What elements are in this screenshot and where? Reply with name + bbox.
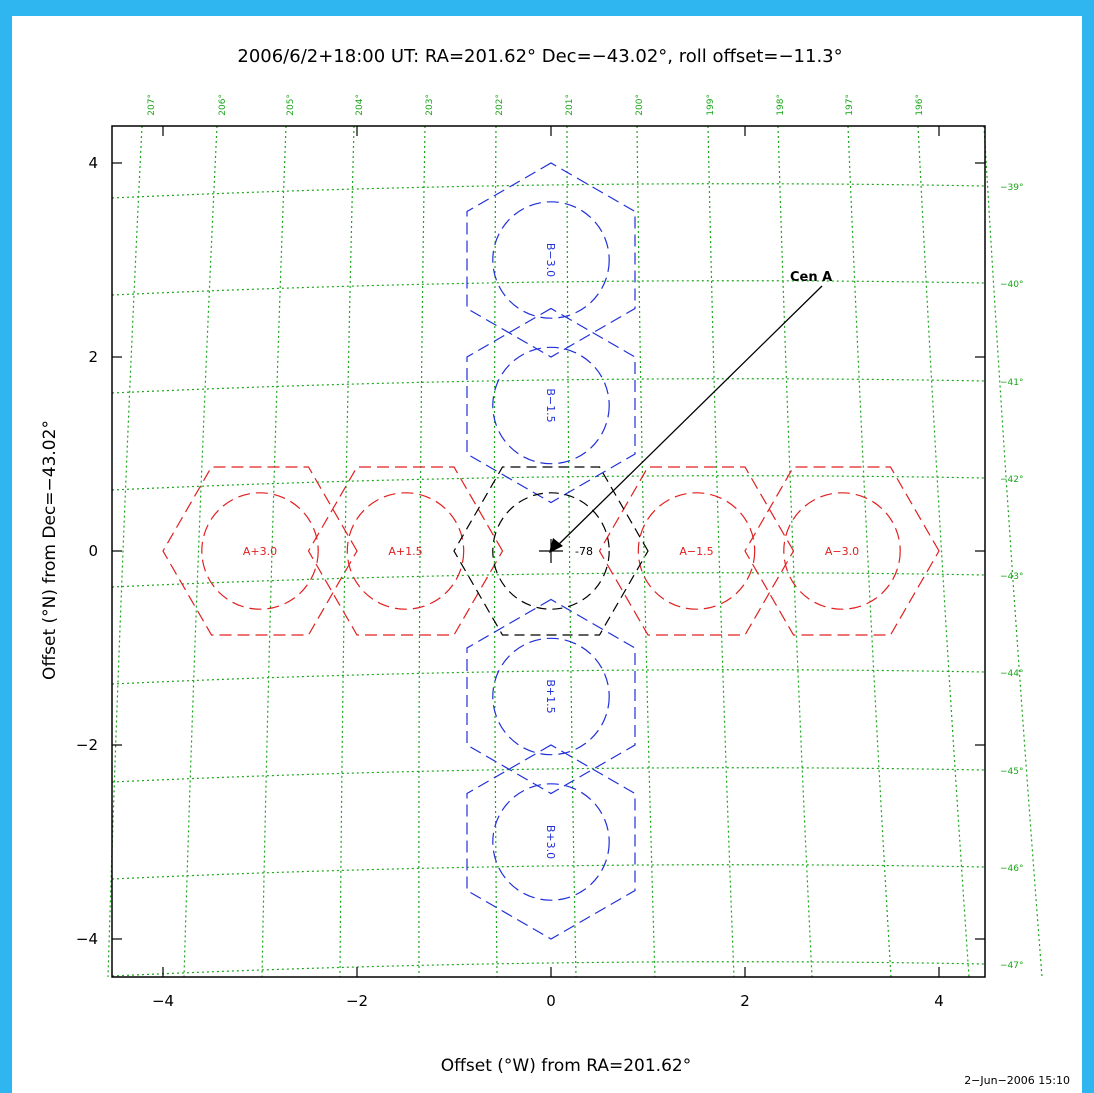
y-tick-label: −2 [76,736,98,754]
y-tick-label: 2 [88,348,98,366]
dec-grid-label: −43° [1000,572,1024,582]
ra-grid-label: 198° [776,94,786,116]
fov-label: A+3.0 [243,545,277,558]
ra-grid-line [847,125,892,978]
dec-grid-line [111,183,986,199]
fov-circle [492,637,610,756]
center-label: -78 [575,545,593,558]
dec-grid-label: −40° [1000,280,1024,290]
fov-label: B−3.0 [544,243,557,277]
sky-grid: −39° −40° −41° −42° −43° −44° −45° −46° −47° 207°… [107,94,1043,978]
fov-circle [637,492,756,610]
ra-grid-line [917,125,970,978]
ra-grid-label: 205° [286,94,296,116]
dec-grid-line [111,669,986,685]
ra-grid-label: 202° [495,94,505,116]
x-tick-label: 2 [740,992,750,1010]
dec-grid-label: −45° [1000,767,1024,777]
fov-label: A+1.5 [388,545,422,558]
fov-circle [346,492,465,610]
ra-grid-label: 203° [425,94,435,116]
fov-hexagon [466,162,636,358]
y-tick-label: −4 [76,930,98,948]
y-tick-label: 0 [88,542,98,560]
dec-grid-line [111,767,986,783]
x-tick-label: 4 [934,992,944,1010]
fov-hexagon [598,466,795,636]
fov-hexagon [466,307,636,504]
ra-grid-line [983,125,1043,978]
ra-grid-label: 201° [565,94,575,116]
ra-grid-label: 197° [845,94,855,116]
fov-label: A−1.5 [679,545,713,558]
fov-layer: A+3.0 A+1.5 A−1.5 A−3.0 B−3.0 B−1.5 B+1.5 B+3.0… [162,162,940,940]
fov-label: A−3.0 [825,545,859,558]
dec-grid-line [111,280,986,296]
dec-grid-label: −39° [1000,183,1024,193]
ra-grid-label: 207° [147,94,157,116]
dec-grid-label: −42° [1000,475,1024,485]
ra-grid-line [418,125,426,978]
dec-grid-label: −47° [1000,961,1024,971]
ra-grid-line [107,125,143,978]
y-axis-label: Offset (°N) from Dec=−43.02° [40,420,60,680]
x-tick-label: −4 [152,992,174,1010]
ra-grid-line [636,125,656,978]
fov-label: B+3.0 [544,825,557,859]
plot-title: 2006/6/2+18:00 UT: RA=201.62° Dec=−43.02… [237,46,842,67]
ra-grid-line [566,125,577,978]
ra-grid-line [493,125,498,978]
dec-grid-line [111,475,986,491]
x-tick-label: −2 [346,992,368,1010]
ra-grid-line [261,125,287,978]
target-label: Cen A [790,270,832,285]
timestamp: 2−Jun−2006 15:10 [964,1074,1070,1087]
ra-grid-line [183,125,218,978]
dec-grid-line [111,961,986,977]
fov-hexagon [307,466,504,636]
plot-frame: 2006/6/2+18:00 UT: RA=201.62° Dec=−43.02… [12,16,1082,1093]
ra-grid-label: 204° [355,94,365,116]
fov-circle [492,783,610,901]
ra-grid-line [707,125,735,978]
ra-grid-label: 199° [706,94,716,116]
x-tick-label: 0 [546,992,556,1010]
x-axis-label: Offset (°W) from RA=201.62° [441,1056,691,1076]
fov-label: B−1.5 [544,388,557,422]
fov-circle [492,346,610,465]
fov-hexagon [466,744,636,940]
y-tick-label: 4 [88,154,98,172]
ra-grid-label: 206° [218,94,228,116]
dec-grid-line [111,864,986,880]
target-arrow-head [549,538,563,553]
ra-grid-line [777,125,813,978]
axis-ticks: −4 −2 0 2 4 4 2 0 −2 −4 [76,126,985,1010]
dec-grid-label: −41° [1000,378,1024,388]
ra-grid-label: 200° [635,94,645,116]
fov-circle [201,492,319,610]
center-fov-circle [492,492,610,610]
fov-circle [492,201,610,319]
fov-hexagon [466,598,636,795]
pointing-plot: 2006/6/2+18:00 UT: RA=201.62° Dec=−43.02… [40,46,1070,1087]
ra-grid-line [339,125,355,978]
target-annotation: Cen A [549,270,832,553]
dec-grid-line [111,572,986,588]
dec-grid-line [111,378,986,394]
center-fov-hexagon [453,466,649,636]
ra-grid-label: 196° [915,94,925,116]
fov-hexagon [744,466,940,636]
dec-grid-label: −44° [1000,669,1024,679]
fov-circle [783,492,901,610]
dec-grid-label: −46° [1000,864,1024,874]
fov-hexagon [162,466,358,636]
fov-label: B+1.5 [544,679,557,713]
target-arrow-line [554,285,823,549]
